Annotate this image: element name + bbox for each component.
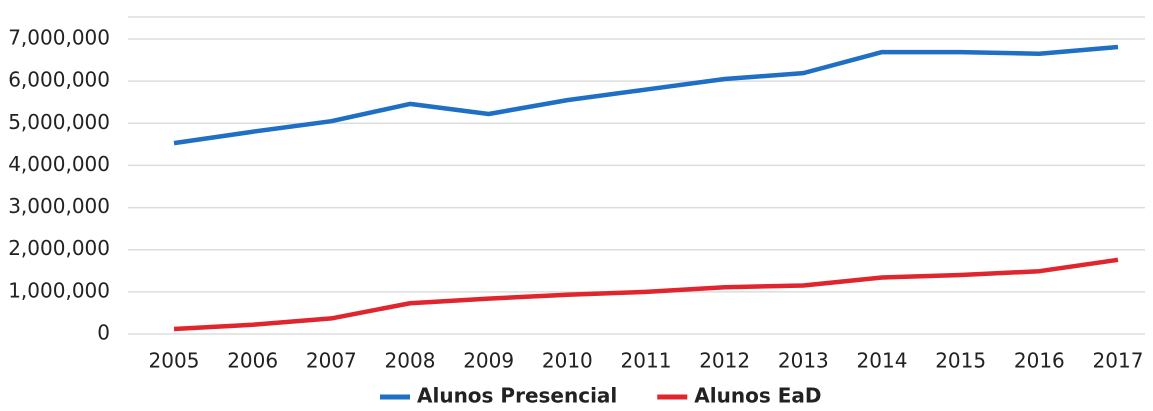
y-tick-label: 7,000,000 [8, 26, 110, 50]
y-tick-label: 1,000,000 [8, 278, 110, 302]
x-tick-label: 2017 [1093, 349, 1144, 373]
x-tick-label: 2010 [542, 349, 593, 373]
data-line [173, 257, 1119, 332]
x-tick-label: 2009 [463, 349, 514, 373]
data-line [173, 44, 1119, 146]
x-tick-label: 2016 [1014, 349, 1065, 373]
y-tick-label: 5,000,000 [8, 110, 110, 134]
x-tick-label: 2007 [306, 349, 357, 373]
x-tick-label: 2005 [149, 349, 200, 373]
y-tick-label: 6,000,000 [8, 68, 110, 92]
x-tick-label: 2008 [385, 349, 436, 373]
x-tick-label: 2014 [857, 349, 908, 373]
x-tick-label: 2011 [621, 349, 672, 373]
y-tick-label: 0 [97, 321, 110, 345]
x-tick-label: 2012 [699, 349, 750, 373]
legend-label: Alunos EaD [694, 384, 821, 408]
x-tick-label: 2013 [778, 349, 829, 373]
y-tick-label: 2,000,000 [8, 236, 110, 260]
legend: Alunos Presencial Alunos EaD [380, 384, 821, 408]
y-tick-label: 3,000,000 [8, 194, 110, 218]
x-tick-label: 2006 [227, 349, 278, 373]
x-tick-label: 2015 [935, 349, 986, 373]
legend-label: Alunos Presencial [417, 384, 617, 408]
y-tick-label: 4,000,000 [8, 152, 110, 176]
